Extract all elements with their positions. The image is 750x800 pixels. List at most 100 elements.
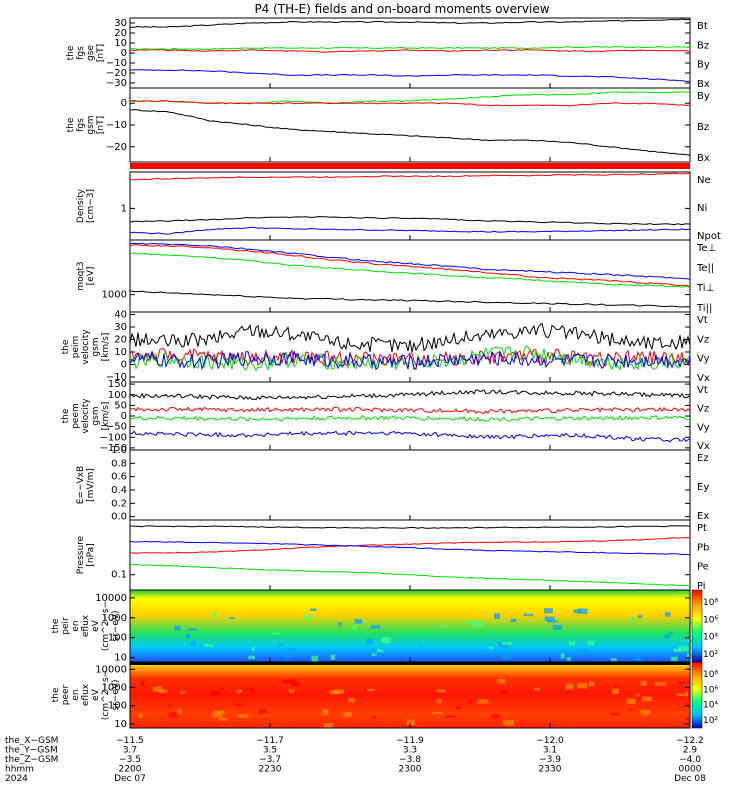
spectrogram-texture xyxy=(278,643,284,646)
series-line-Vt xyxy=(129,389,691,401)
x-axis-row-label: the_Z−GSM xyxy=(5,755,58,765)
spectrogram-texture xyxy=(547,620,558,623)
y-axis-label: peem xyxy=(71,403,81,429)
spectrogram-texture xyxy=(688,639,695,643)
spectrogram-texture xyxy=(174,625,181,631)
spectrogram-texture xyxy=(289,689,295,693)
y-tick-label: −10 xyxy=(106,372,127,383)
y-tick-label: 1.0 xyxy=(111,445,127,456)
spectrogram-texture xyxy=(282,679,292,684)
y-axis-label: the xyxy=(51,618,61,633)
y-axis-label: [nT] xyxy=(96,116,106,134)
series-line-Bx xyxy=(129,109,691,156)
y-tick-label: −20 xyxy=(106,142,127,153)
colorbar-tick-label: 10⁴ xyxy=(703,633,718,643)
spectrogram-texture xyxy=(610,658,617,661)
series-line-Vx xyxy=(129,350,691,371)
spectrogram-texture xyxy=(210,691,221,696)
y-tick-label: 1000 xyxy=(102,290,127,301)
series-line-Pt xyxy=(129,525,691,529)
x-axis-value: 2330 xyxy=(539,765,562,775)
spectrogram-texture xyxy=(630,708,634,711)
spectrogram-texture xyxy=(534,687,540,691)
x-axis-value: 2300 xyxy=(399,765,422,775)
x-axis-value: Dec 07 xyxy=(114,774,146,784)
spectrogram-texture xyxy=(609,712,620,716)
legend-Vt: Vt xyxy=(697,385,708,396)
spectrogram-texture xyxy=(406,719,415,726)
legend-Bx: Bx xyxy=(697,153,710,164)
legend-Te⊥: Te⊥ xyxy=(696,243,716,254)
spectrogram-texture xyxy=(168,712,178,718)
y-tick-label: 20 xyxy=(114,335,127,346)
spectrogram-texture xyxy=(637,615,643,619)
y-tick-label: 1000 xyxy=(102,682,127,693)
series-line-Bx xyxy=(129,69,691,82)
legend-Ex: Ex xyxy=(697,511,709,522)
y-tick-label: 0 xyxy=(121,48,127,59)
spectrogram-texture xyxy=(204,644,214,648)
panel-fgs_gsm: 0 −10 −20 the fgs gsm [nT] By Bz Bx xyxy=(66,87,710,164)
y-tick-label: 0.0 xyxy=(111,512,127,523)
spectrogram-texture xyxy=(565,683,574,690)
spectrogram-texture xyxy=(437,689,446,693)
spectrogram-texture xyxy=(258,709,267,714)
series-line-Bz xyxy=(129,48,691,53)
series-line-Vt xyxy=(129,322,691,353)
y-tick-label: 0.1 xyxy=(111,570,127,581)
spectrogram-texture xyxy=(288,648,296,651)
x-axis-row-label: 2024 xyxy=(5,774,28,784)
spectrogram-texture xyxy=(497,678,506,684)
spectrogram-texture xyxy=(159,689,168,693)
y-tick-label: 0 xyxy=(121,360,127,371)
series-line-Vz xyxy=(129,406,691,415)
y-tick-label: 0.8 xyxy=(111,458,127,469)
legend-Ti⊥: Ti⊥ xyxy=(696,283,714,294)
spectrogram-texture xyxy=(381,637,392,644)
spectrogram-texture xyxy=(640,709,650,715)
spectrogram-texture xyxy=(629,616,635,623)
y-axis-label: the xyxy=(61,408,71,423)
figure-title: P4 (TH-E) fields and on-board moments ov… xyxy=(254,2,549,16)
spectrogram-texture xyxy=(472,621,484,627)
y-tick-label: −10 xyxy=(106,58,127,69)
panel-frame xyxy=(129,519,691,591)
spectrogram-texture xyxy=(218,717,228,721)
y-axis-label: eV xyxy=(91,688,101,701)
legend-Pt: Pt xyxy=(697,523,707,534)
spectrogram-texture xyxy=(367,689,375,692)
spectrogram-texture xyxy=(664,634,670,639)
spectrogram-texture xyxy=(501,653,511,659)
spectrogram-texture xyxy=(577,608,588,615)
colorbar-tick-label: 10⁴ xyxy=(703,701,718,711)
legend-Vz: Vz xyxy=(697,404,709,415)
y-axis-label: eflux xyxy=(81,683,91,706)
panel-frame xyxy=(129,311,691,383)
legend-Bx: Bx xyxy=(697,79,710,90)
spectrogram-texture xyxy=(573,609,581,613)
y-tick-label: 10 xyxy=(114,347,127,358)
spectrogram-texture xyxy=(187,628,197,631)
y-axis-label: moqt3 xyxy=(76,261,86,290)
spectrogram-texture xyxy=(365,639,373,645)
series-line-Bz xyxy=(129,99,691,107)
legend-Bt: Bt xyxy=(697,21,708,32)
spectrogram-texture xyxy=(489,646,494,649)
spectrogram-texture xyxy=(510,618,517,623)
y-axis-label: eV xyxy=(91,619,101,632)
spectrogram-texture xyxy=(664,612,671,617)
spectrogram-texture xyxy=(466,699,473,703)
y-axis-label: gsm xyxy=(91,406,101,425)
spectrogram-texture xyxy=(641,680,647,686)
spectrogram-texture xyxy=(577,683,588,689)
x-axis-value: −12.2 xyxy=(676,736,704,746)
y-axis-label: fgs xyxy=(76,118,86,132)
y-axis-label: the xyxy=(51,687,61,702)
spectrogram-texture xyxy=(418,646,423,649)
spectrogram-texture xyxy=(289,679,298,685)
x-axis-value: −11.5 xyxy=(116,736,144,746)
spectrogram-texture xyxy=(503,720,514,726)
y-axis-label: peir xyxy=(61,617,71,635)
x-axis-value: 3.3 xyxy=(403,746,417,756)
series-line-Ni xyxy=(129,216,691,226)
